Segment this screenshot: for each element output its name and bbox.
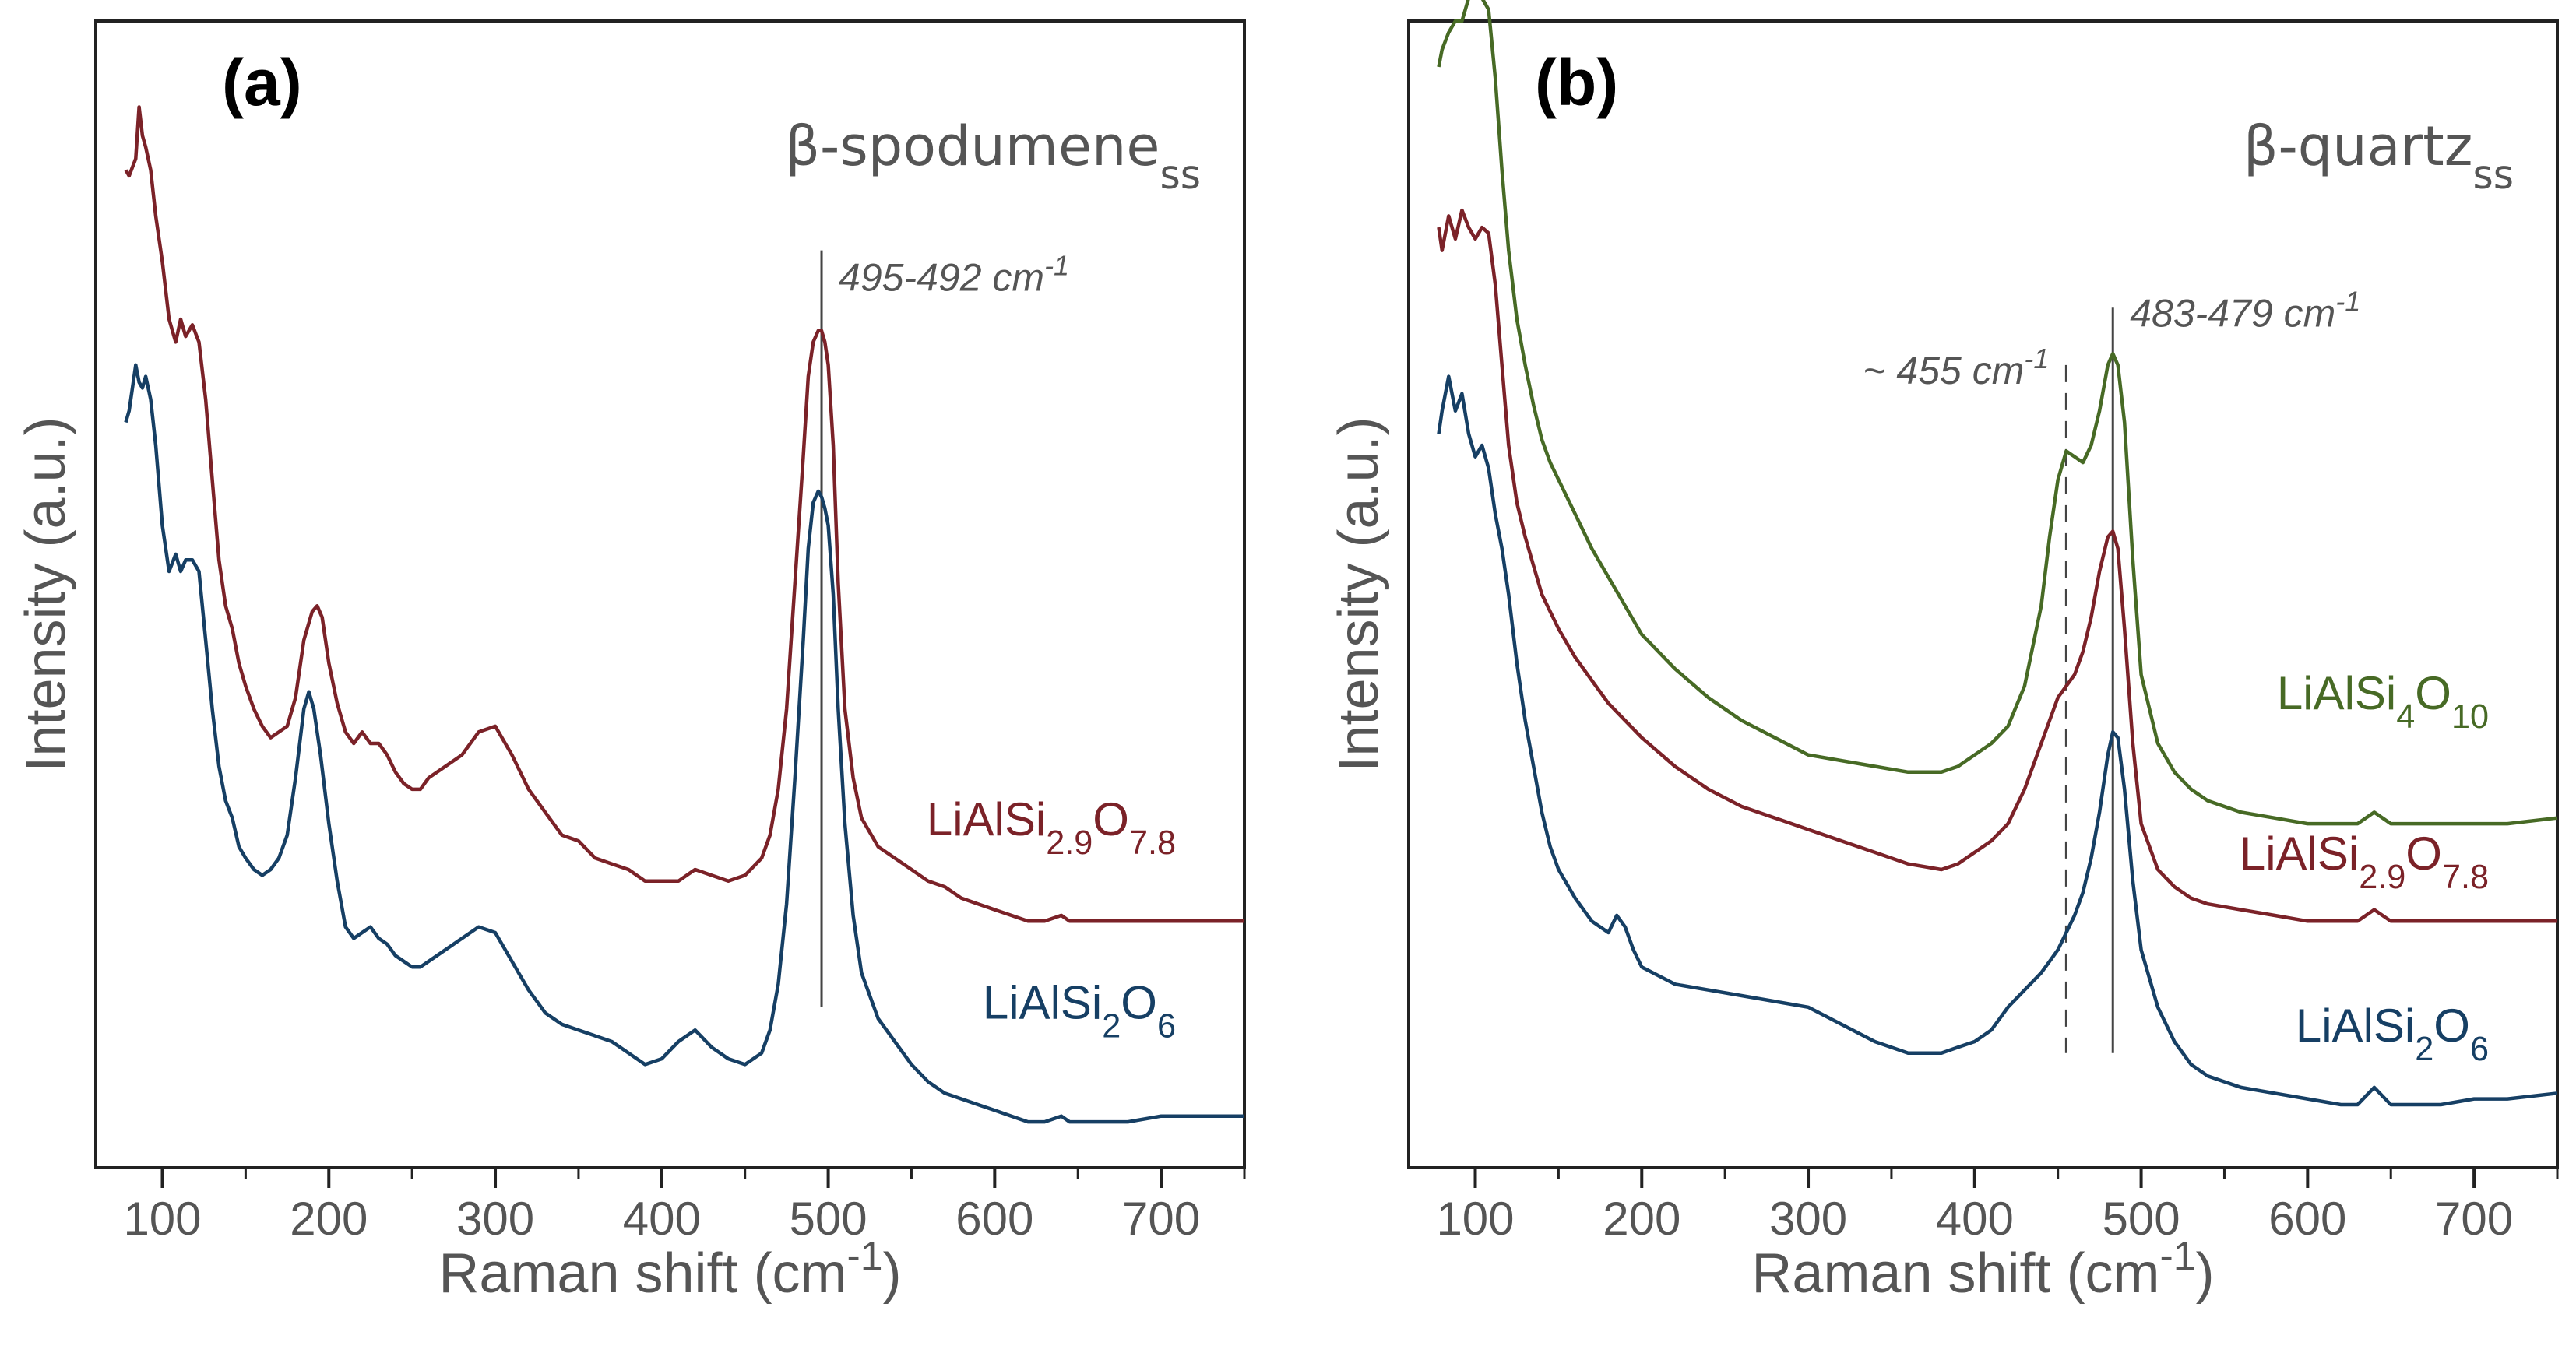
panel-label: (b) — [1535, 46, 1618, 119]
series-label: LiAlSi2O6 — [2296, 1000, 2489, 1068]
x-tick-label: 500 — [790, 1193, 867, 1245]
series-line — [124, 363, 1244, 1124]
x-tick-label: 400 — [623, 1193, 701, 1245]
x-axis-label: Raman shift (cm-1) — [1751, 1233, 2214, 1305]
x-tick-label: 700 — [2435, 1193, 2513, 1245]
plot-frame — [94, 19, 1246, 1169]
peak-annotation: 483-479 cm-1 — [2130, 285, 2360, 336]
x-tick-label: 300 — [1769, 1193, 1847, 1245]
series-label: LiAlSi2.9O7.8 — [927, 793, 1176, 862]
x-axis-label: Raman shift (cm-1) — [438, 1233, 901, 1305]
series-label: LiAlSi2O6 — [983, 977, 1176, 1045]
series-line — [1437, 374, 2558, 1107]
x-tick-label: 200 — [1603, 1193, 1680, 1245]
x-tick-label: 500 — [2103, 1193, 2180, 1245]
x-tick-label: 700 — [1122, 1193, 1200, 1245]
peak-annotation: ~ 455 cm-1 — [1863, 342, 2049, 392]
y-axis-label: Intensity (a.u.) — [1328, 416, 1390, 771]
series-line — [1437, 208, 2557, 923]
x-tick-label: 100 — [123, 1193, 201, 1245]
series-label: LiAlSi4O10 — [2277, 667, 2489, 736]
x-tick-label: 200 — [290, 1193, 368, 1245]
panel-b: 100 200 300 400 500 600 700 Raman shift (cm-1) I… — [1328, 0, 2559, 1305]
x-tick-label: 300 — [456, 1193, 534, 1245]
x-tick-label: 600 — [955, 1193, 1033, 1245]
x-tick-label: 400 — [1936, 1193, 2014, 1245]
x-tick-label: 100 — [1436, 1193, 1514, 1245]
y-axis-label: Intensity (a.u.) — [15, 416, 77, 771]
peak-annotation: 495-492 cm-1 — [839, 249, 1069, 300]
panel-label: (a) — [222, 46, 302, 119]
phase-label: β-quartzss — [2243, 114, 2514, 198]
series-line — [124, 105, 1244, 923]
series-label: LiAlSi2.9O7.8 — [2240, 828, 2489, 896]
series-line — [1437, 0, 2558, 826]
phase-label: β-spodumeness — [785, 114, 1201, 198]
plot-frame — [1407, 19, 2559, 1169]
x-tick-label: 600 — [2268, 1193, 2346, 1245]
panel-a: 100 200 300 400 500 600 700 Raman shift (cm-1) I… — [15, 19, 1246, 1305]
